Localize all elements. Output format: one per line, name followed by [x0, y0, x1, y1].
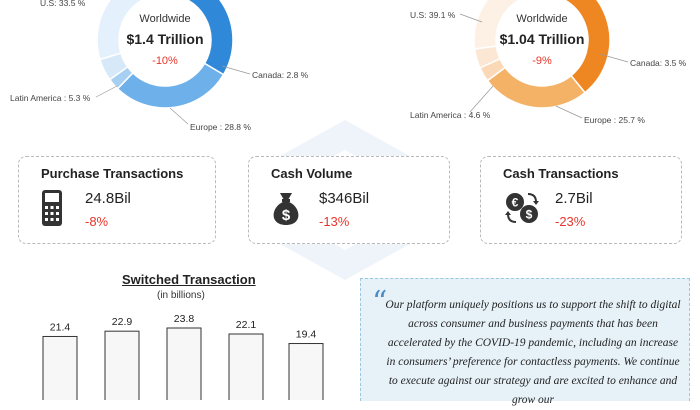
money-bag-icon: $ — [273, 193, 299, 225]
card-title: Cash Volume — [271, 166, 353, 181]
card-title: Purchase Transactions — [41, 166, 184, 181]
bar-value-label-0: 21.4 — [50, 321, 71, 333]
donut-right-slice-u-s — [563, 0, 611, 94]
donut-left-change: -10% — [152, 55, 178, 67]
card-value: $346Bil — [319, 190, 370, 207]
bar-chart: 21.4 22.9 23.8 22.1 19.4 — [42, 313, 324, 400]
card-change: -13% — [319, 214, 350, 229]
bar-1 — [104, 330, 140, 400]
donut-right-label-us: U.S: 39.1 % — [410, 10, 456, 20]
bar-4 — [288, 343, 324, 400]
donut-chart-right — [473, 0, 611, 109]
donut-left-center: Worldwide $1.4 Trillion -10% — [110, 13, 220, 67]
quote-box — [360, 278, 690, 401]
card-change: -8% — [85, 214, 109, 229]
bar-value-label-2: 23.8 — [174, 313, 195, 325]
bar-chart-title: Switched Transaction — [122, 272, 256, 287]
donut-left-label-europe: Europe : 28.8 % — [190, 122, 251, 132]
card-change: -23% — [555, 214, 586, 229]
svg-text:$: $ — [282, 207, 291, 224]
bar-2 — [166, 327, 202, 400]
donut-left-center-label: Worldwide — [139, 13, 191, 25]
bar-3 — [228, 333, 264, 400]
svg-text:$: $ — [526, 208, 533, 222]
bar-0 — [42, 335, 78, 400]
card-terminal-icon — [42, 190, 62, 226]
donut-right-leader-lines — [459, 13, 629, 119]
cash-volume-card: Cash Volume $ $346Bil -13% — [248, 156, 450, 244]
donut-right-center: Worldwide $1.04 Trillion -9% — [487, 13, 597, 67]
donut-right-slice-other — [473, 0, 521, 50]
svg-text:€: € — [512, 196, 519, 210]
donut-left-label-latam: Latin America : 5.3 % — [10, 93, 91, 103]
card-value: 24.8Bil — [85, 190, 131, 207]
donut-right-label-latam: Latin America : 4.6 % — [410, 110, 491, 120]
purchase-transactions-card: Purchase Transactions 24.8Bil -8% — [18, 156, 216, 244]
donut-chart-left — [96, 0, 234, 109]
quote-mark-icon: “ — [372, 285, 388, 320]
donut-right-center-label: Worldwide — [516, 13, 568, 25]
bar-chart-subtitle: (in billions) — [157, 290, 205, 301]
donut-left-leader-lines — [95, 65, 251, 125]
currency-exchange-icon: € $ — [505, 193, 539, 223]
donut-right-label-europe: Europe : 25.7 % — [584, 115, 645, 125]
bar-value-label-1: 22.9 — [112, 316, 133, 328]
card-value: 2.7Bil — [555, 190, 593, 207]
donut-left-total: $1.4 Trillion — [126, 31, 204, 47]
card-title: Cash Transactions — [503, 166, 619, 181]
quote-text: Our platform uniquely positions us to su… — [385, 299, 681, 406]
cash-transactions-card: Cash Transactions € $ 2.7Bil -23% — [480, 156, 682, 244]
donut-right-label-canada: Canada: 3.5 % — [630, 58, 687, 68]
donut-right-total: $1.04 Trillion — [499, 31, 585, 47]
donut-left-label-canada: Canada: 2.8 % — [252, 70, 309, 80]
donut-left-label-us: U.S: 33.5 % — [40, 0, 86, 8]
bar-value-label-3: 22.1 — [236, 319, 257, 331]
donut-right-change: -9% — [532, 55, 552, 67]
bar-value-label-4: 19.4 — [296, 329, 317, 341]
donut-left-slice-other — [96, 0, 144, 61]
